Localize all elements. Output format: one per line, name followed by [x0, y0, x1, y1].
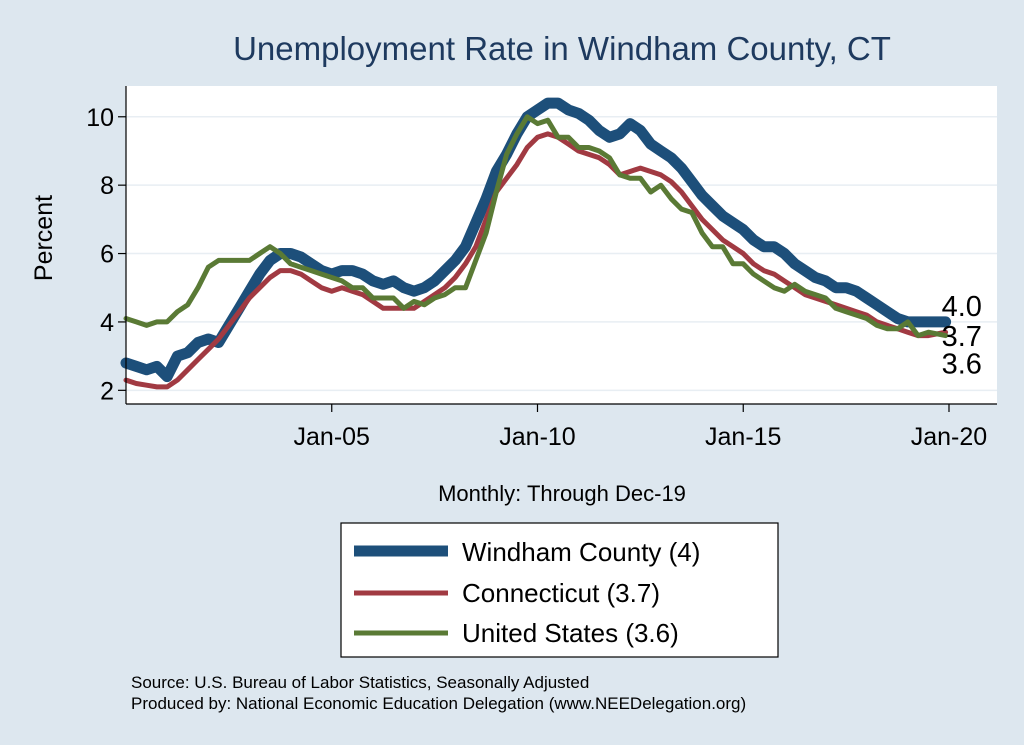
x-tick-label-Jan-05: Jan-05	[294, 423, 370, 451]
x-ticks: Jan-05 Jan-10 Jan-15 Jan-20	[294, 404, 987, 451]
legend-label-united-states: United States (3.6)	[462, 618, 679, 648]
series-line-connecticut	[123, 131, 949, 390]
x-tick-label-Jan-10: Jan-10	[499, 423, 575, 451]
x-tick-label-Jan-15: Jan-15	[705, 423, 781, 451]
y-axis-label: Percent	[30, 195, 58, 281]
legend-label-connecticut: Connecticut (3.7)	[462, 578, 660, 608]
x-axis-label: Monthly: Through Dec-19	[438, 481, 686, 506]
y-tick-label-10: 10	[86, 104, 114, 132]
legend: Windham County (4) Connecticut (3.7) Uni…	[340, 522, 779, 658]
series-line-united-states	[123, 114, 949, 339]
end-value-label-united-states: 3.6	[942, 349, 982, 381]
end-labels: 4.03.73.6	[942, 291, 982, 381]
y-tick-label-2: 2	[100, 377, 114, 405]
produced-by-line: Produced by: National Economic Education…	[131, 694, 746, 713]
end-value-label-windham: 4.0	[942, 291, 982, 323]
series-line-windham	[120, 97, 952, 383]
legend-label-windham: Windham County (4)	[462, 537, 700, 567]
y-tick-label-8: 8	[100, 172, 114, 200]
plot-area	[126, 86, 997, 404]
y-ticks: 2 4 6 8 10	[86, 104, 126, 405]
end-value-label-connecticut: 3.7	[942, 321, 982, 353]
series-layer	[120, 97, 952, 390]
source-line: Source: U.S. Bureau of Labor Statistics,…	[131, 673, 589, 692]
y-tick-label-4: 4	[100, 309, 114, 337]
chart-title: Unemployment Rate in Windham County, CT	[233, 30, 891, 67]
x-tick-label-Jan-20: Jan-20	[911, 423, 987, 451]
y-tick-label-6: 6	[100, 241, 114, 269]
